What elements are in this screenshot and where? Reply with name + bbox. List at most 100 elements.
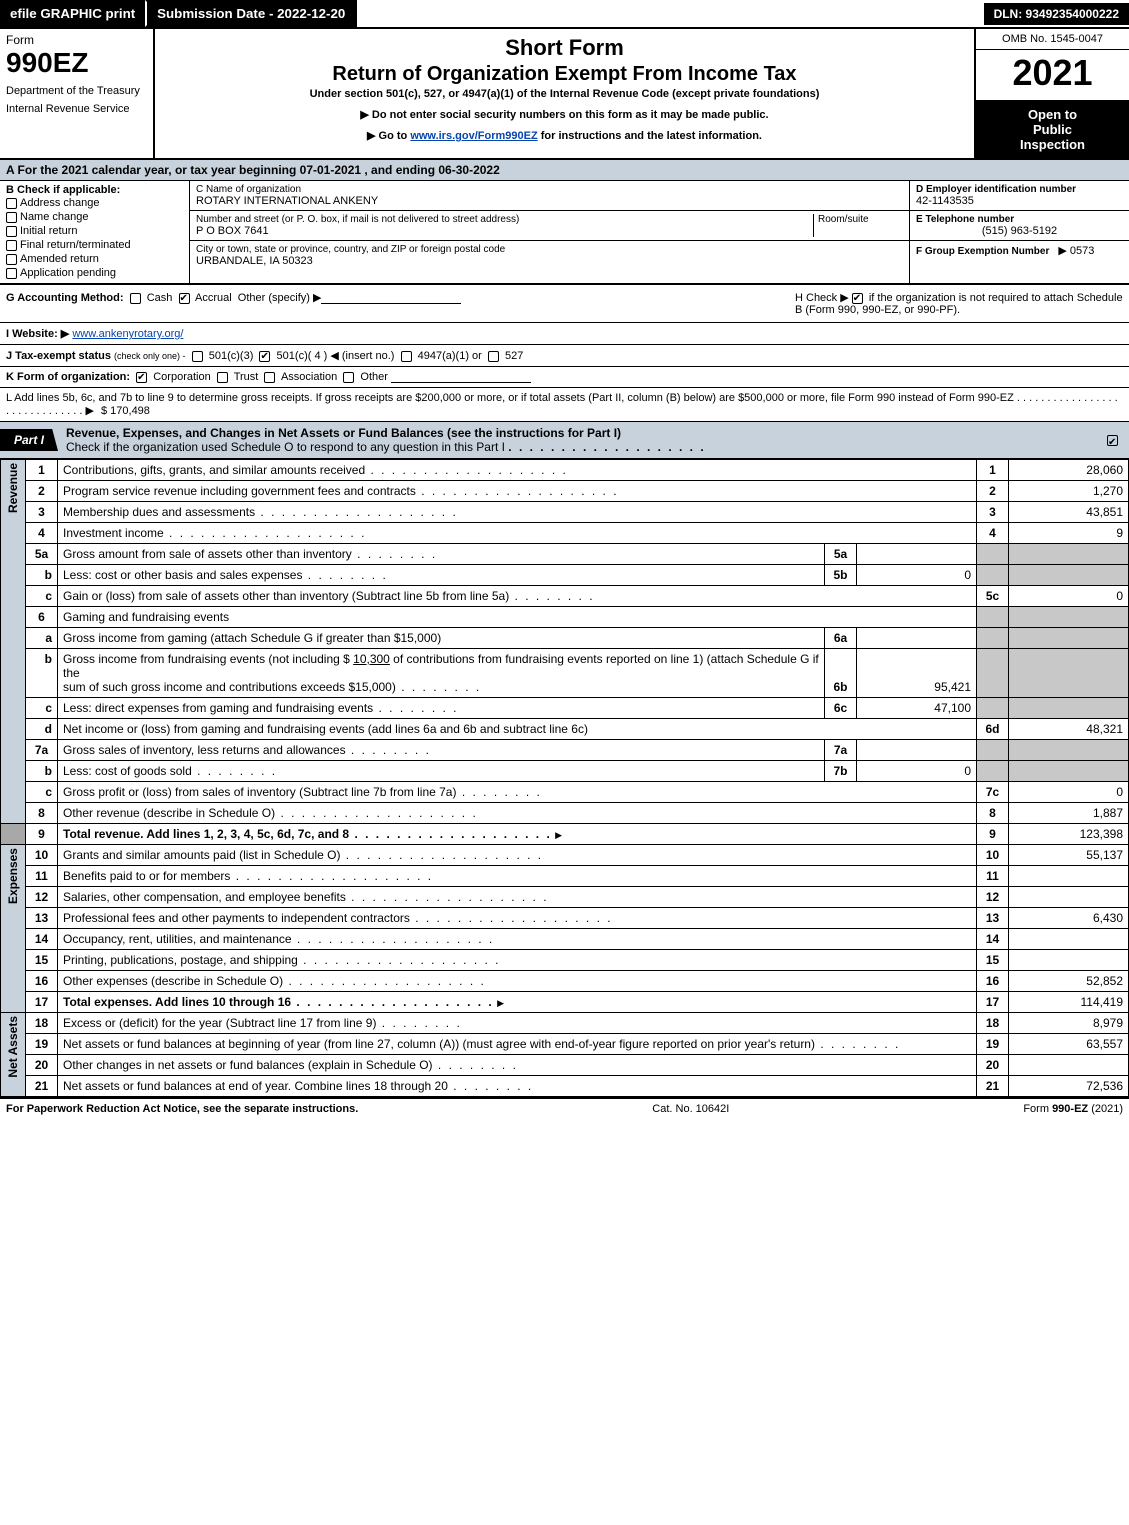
l1-val: 28,060: [1009, 460, 1129, 481]
chk-cash[interactable]: [130, 293, 141, 304]
l21-col: 21: [977, 1076, 1009, 1097]
l10-val: 55,137: [1009, 845, 1129, 866]
j-opt1: 501(c)(3): [209, 350, 254, 362]
l21-no: 21: [26, 1076, 58, 1097]
l17-col: 17: [977, 992, 1009, 1013]
chk-501c3[interactable]: [192, 351, 203, 362]
row-l-gross-receipts: L Add lines 5b, 6c, and 7b to line 9 to …: [0, 388, 1129, 422]
line-9: 9 Total revenue. Add lines 1, 2, 3, 4, 5…: [1, 824, 1129, 845]
c-room-label: Room/suite: [818, 214, 903, 225]
l7c-val: 0: [1009, 782, 1129, 803]
line-5b: b Less: cost or other basis and sales ex…: [1, 565, 1129, 586]
line-12: 12 Salaries, other compensation, and emp…: [1, 887, 1129, 908]
l11-val: [1009, 866, 1129, 887]
chk-accrual[interactable]: [179, 293, 190, 304]
l6a-subval: [857, 628, 977, 649]
l16-no: 16: [26, 971, 58, 992]
l4-val: 9: [1009, 523, 1129, 544]
l5b-grey2: [1009, 565, 1129, 586]
l5a-grey2: [1009, 544, 1129, 565]
footer-left: For Paperwork Reduction Act Notice, see …: [6, 1103, 358, 1115]
c-city-value: URBANDALE, IA 50323: [196, 255, 903, 267]
l3-desc: Membership dues and assessments: [58, 502, 977, 523]
l-amount: $ 170,498: [101, 405, 150, 417]
c-street-row: Number and street (or P. O. box, if mail…: [190, 211, 909, 241]
l6c-grey1: [977, 698, 1009, 719]
omb-number: OMB No. 1545-0047: [976, 29, 1129, 50]
l5c-col: 5c: [977, 586, 1009, 607]
l5c-no: c: [26, 586, 58, 607]
row-a-tax-year: A For the 2021 calendar year, or tax yea…: [0, 160, 1129, 181]
chk-4947[interactable]: [401, 351, 412, 362]
dln-label: DLN: 93492354000222: [984, 3, 1129, 25]
l20-no: 20: [26, 1055, 58, 1076]
chk-association[interactable]: [264, 372, 275, 383]
part1-dots: [508, 440, 705, 454]
l7a-no: 7a: [26, 740, 58, 761]
line-7b: b Less: cost of goods sold 7b 0: [1, 761, 1129, 782]
row-k-form-org: K Form of organization: Corporation Trus…: [0, 367, 1129, 388]
l5b-grey1: [977, 565, 1009, 586]
l6a-sub: 6a: [825, 628, 857, 649]
chk-corporation[interactable]: [136, 372, 147, 383]
l18-desc: Excess or (deficit) for the year (Subtra…: [58, 1013, 977, 1034]
j-opt2: 501(c)( 4 ) ◀ (insert no.): [277, 350, 395, 362]
l4-desc: Investment income: [58, 523, 977, 544]
instruction-ssn: ▶ Do not enter social security numbers o…: [163, 108, 966, 121]
chk-part1-schedule-o[interactable]: [1107, 435, 1118, 446]
l5a-grey1: [977, 544, 1009, 565]
efile-print-button[interactable]: efile GRAPHIC print: [0, 0, 145, 27]
l15-col: 15: [977, 950, 1009, 971]
l20-desc: Other changes in net assets or fund bala…: [58, 1055, 977, 1076]
l13-desc: Professional fees and other payments to …: [58, 908, 977, 929]
chk-address-change[interactable]: Address change: [6, 196, 183, 210]
row-h-schedule-b: H Check ▶ if the organization is not req…: [789, 285, 1129, 322]
part1-checkbox-cell: [1099, 433, 1129, 447]
l6b-sub: 6b: [825, 649, 857, 698]
part1-title: Revenue, Expenses, and Changes in Net As…: [58, 422, 1099, 458]
l18-no: 18: [26, 1013, 58, 1034]
irs-link[interactable]: www.irs.gov/Form990EZ: [410, 130, 537, 142]
g-label: G Accounting Method:: [6, 292, 124, 304]
instr2-post: for instructions and the latest informat…: [538, 130, 762, 142]
l15-no: 15: [26, 950, 58, 971]
l12-no: 12: [26, 887, 58, 908]
submission-date-button[interactable]: Submission Date - 2022-12-20: [145, 0, 357, 27]
chk-initial-return[interactable]: Initial return: [6, 224, 183, 238]
side-expenses: Expenses: [1, 845, 26, 1013]
chk-application-pending[interactable]: Application pending: [6, 266, 183, 280]
k-other-blank: [391, 382, 531, 383]
l17-desc: Total expenses. Add lines 10 through 16: [58, 992, 977, 1013]
tax-year: 2021: [976, 50, 1129, 101]
website-link[interactable]: www.ankenyrotary.org/: [72, 328, 183, 340]
chk-trust[interactable]: [217, 372, 228, 383]
l6a-grey1: [977, 628, 1009, 649]
line-13: 13 Professional fees and other payments …: [1, 908, 1129, 929]
l3-col: 3: [977, 502, 1009, 523]
chk-amended-return[interactable]: Amended return: [6, 252, 183, 266]
l8-col: 8: [977, 803, 1009, 824]
l6a-no: a: [26, 628, 58, 649]
line-6a: a Gross income from gaming (attach Sched…: [1, 628, 1129, 649]
line-6: 6 Gaming and fundraising events: [1, 607, 1129, 628]
l1-desc: Contributions, gifts, grants, and simila…: [58, 460, 977, 481]
k-corp: Corporation: [153, 371, 210, 383]
f-group-row: F Group Exemption Number ▶ 0573: [910, 241, 1129, 260]
l6-desc: Gaming and fundraising events: [58, 607, 977, 628]
chk-501c[interactable]: [259, 351, 270, 362]
l19-no: 19: [26, 1034, 58, 1055]
l12-val: [1009, 887, 1129, 908]
chk-other-org[interactable]: [343, 372, 354, 383]
l7c-col: 7c: [977, 782, 1009, 803]
l-text: L Add lines 5b, 6c, and 7b to line 9 to …: [6, 392, 1118, 417]
chk-name-change[interactable]: Name change: [6, 210, 183, 224]
l7b-subval: 0: [857, 761, 977, 782]
chk-final-return[interactable]: Final return/terminated: [6, 238, 183, 252]
l14-val: [1009, 929, 1129, 950]
k-label: K Form of organization:: [6, 371, 130, 383]
chk-527[interactable]: [488, 351, 499, 362]
l18-val: 8,979: [1009, 1013, 1129, 1034]
chk-h[interactable]: [852, 293, 863, 304]
l9-no: 9: [26, 824, 58, 845]
l5b-desc: Less: cost or other basis and sales expe…: [58, 565, 825, 586]
